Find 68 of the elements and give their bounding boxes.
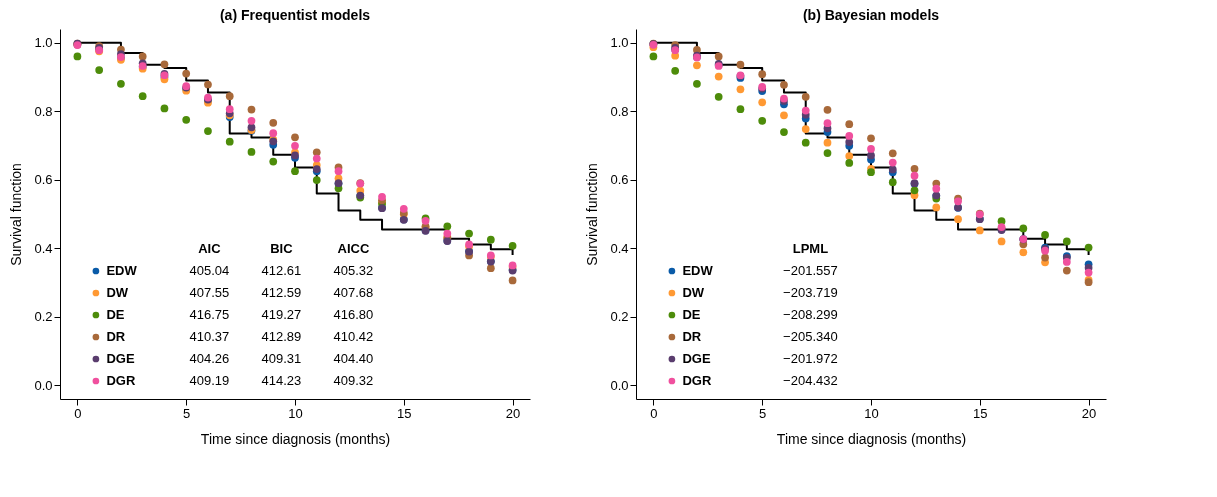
annotation: −204.432: [783, 373, 838, 388]
x-tick-label: 15: [397, 405, 412, 421]
annotation: 405.32: [333, 263, 374, 278]
y-tick-label: 0.6: [34, 172, 53, 188]
annotation: 407.55: [189, 285, 230, 300]
x-tick-label: 0: [650, 405, 658, 421]
y-tick-label: 0.0: [610, 377, 629, 393]
x-tick-label: 0: [74, 405, 82, 421]
legend-label: DGE: [106, 351, 135, 366]
annotation: 409.19: [189, 373, 230, 388]
annotation: 419.27: [261, 307, 302, 322]
x-axis-title: Time since diagnosis (months): [776, 430, 967, 447]
y-tick-label: 0.2: [34, 309, 53, 325]
x-tick-label: 20: [1081, 405, 1097, 421]
annotation: 416.75: [189, 307, 230, 322]
annotation: AICC: [337, 241, 370, 256]
x-tick-label: 5: [759, 405, 767, 421]
annotation: 410.42: [333, 329, 374, 344]
y-tick-label: 0.4: [34, 240, 53, 256]
x-tick-label: 10: [864, 405, 879, 421]
annotation: 405.04: [189, 263, 230, 278]
legend-label: EDW: [682, 263, 714, 278]
legend-label: DGR: [682, 373, 712, 388]
y-tick-label: 1.0: [610, 35, 629, 51]
x-tick-label: 20: [505, 405, 521, 421]
annotation: −201.972: [783, 351, 838, 366]
y-axis-title: Survival function: [8, 163, 25, 266]
legend-label: DE: [682, 307, 701, 322]
legend-label: DGR: [106, 373, 136, 388]
x-tick-label: 15: [973, 405, 988, 421]
y-tick-label: 0.8: [34, 103, 53, 119]
legend-label: EDW: [106, 263, 138, 278]
y-tick-label: 1.0: [34, 35, 53, 51]
x-axis-title: Time since diagnosis (months): [200, 430, 391, 447]
chart-title: (a) Frequentist models: [219, 7, 371, 23]
legend-label: DW: [106, 285, 129, 300]
annotation: 404.40: [333, 351, 374, 366]
annotation: −208.299: [783, 307, 838, 322]
legend-label: DR: [682, 329, 702, 344]
annotation: 414.23: [261, 373, 302, 388]
annotation: 416.80: [333, 307, 374, 322]
x-tick-label: 10: [288, 405, 303, 421]
annotation: BIC: [270, 241, 294, 256]
annotation: 412.89: [261, 329, 302, 344]
annotation: 412.59: [261, 285, 302, 300]
annotation: 412.61: [261, 263, 302, 278]
legend-label: DGE: [682, 351, 711, 366]
y-tick-label: 0.8: [610, 103, 629, 119]
annotation: LPML: [792, 241, 829, 256]
y-tick-label: 0.2: [610, 309, 629, 325]
annotation: −203.719: [783, 285, 838, 300]
legend-label: DE: [106, 307, 125, 322]
annotation: −205.340: [783, 329, 838, 344]
legend-label: DW: [682, 285, 705, 300]
legend-label: DR: [106, 329, 126, 344]
annotation: AIC: [198, 241, 222, 256]
y-tick-label: 0.6: [610, 172, 629, 188]
annotation: 409.31: [261, 351, 302, 366]
annotation: 404.26: [189, 351, 230, 366]
y-axis-title: Survival function: [584, 163, 601, 266]
annotation: 409.32: [333, 373, 374, 388]
annotation: 407.68: [333, 285, 374, 300]
chart-title: (b) Bayesian models: [802, 7, 940, 23]
annotation: 410.37: [189, 329, 230, 344]
x-tick-label: 5: [183, 405, 191, 421]
annotation: −201.557: [783, 263, 838, 278]
y-tick-label: 0.0: [34, 377, 53, 393]
y-tick-label: 0.4: [610, 240, 629, 256]
